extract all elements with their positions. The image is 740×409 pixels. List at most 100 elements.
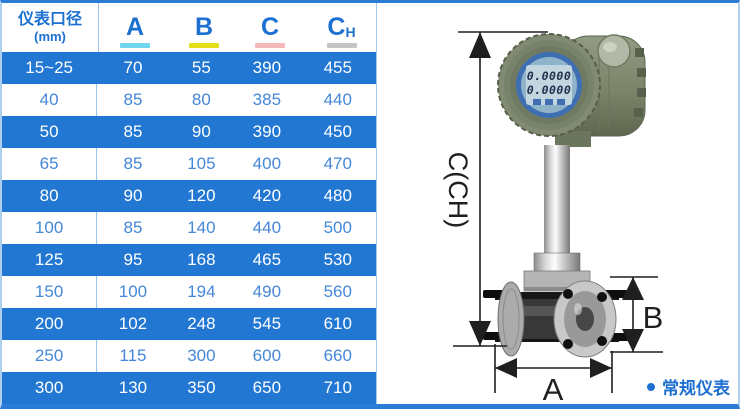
cell-value: 455	[323, 58, 352, 77]
stem	[523, 145, 591, 292]
cell-value: 168	[187, 250, 216, 269]
cell-value: 390	[252, 58, 282, 77]
column-underline	[120, 43, 150, 48]
table-row: 15~25 70 55 390 455	[2, 52, 376, 84]
left-flange	[497, 281, 525, 357]
cell-value: 90	[123, 186, 143, 205]
column-header-c: C	[237, 3, 303, 52]
cell-diameter: 300	[34, 378, 64, 397]
cell-value: 350	[187, 378, 216, 397]
flowmeter-diagram: 0.0000 0.0000	[443, 31, 664, 404]
table-row: 300 130 350 650 710	[2, 372, 376, 404]
table-header-row: 仪表口径 (mm) A B C CH	[2, 3, 376, 52]
flange-nut	[563, 339, 573, 349]
cell-diameter: 200	[34, 314, 64, 333]
caption: 常规仪表	[647, 374, 730, 399]
spec-table-rows: 15~25 70 55 390 455 40 85 80 385 440 50 85 90 390 450 6…	[2, 52, 376, 404]
cell-value: 400	[252, 154, 282, 173]
cell-diameter: 50	[39, 122, 59, 141]
cell-value: 660	[323, 346, 352, 365]
table-row: 250 115 300 600 660	[2, 340, 376, 372]
cell-diameter: 250	[2, 340, 98, 372]
table-row: 100 85 140 440 500	[2, 212, 376, 244]
meter-body	[483, 280, 629, 358]
cell-value: 85	[123, 218, 143, 237]
cell-diameter: 100	[2, 212, 98, 244]
arrow-down-icon	[622, 329, 644, 352]
spec-table: 仪表口径 (mm) A B C CH 15~25 70 55 390 455 40 85 80 385…	[2, 3, 377, 404]
cell-diameter: 80	[39, 186, 59, 205]
arrow-right-icon	[590, 358, 612, 378]
dim-label-b: B	[643, 300, 664, 335]
table-row: 125 95 168 465 530	[2, 244, 376, 276]
flowmeter-illustration: 0.0000 0.0000	[483, 33, 646, 358]
cell-value: 650	[252, 378, 282, 397]
caption-label: 常规仪表	[662, 379, 730, 398]
column-underline	[326, 43, 357, 48]
cell-value: 545	[252, 314, 282, 333]
cell-value: 85	[123, 90, 143, 109]
flange-nut	[563, 289, 573, 299]
cell-value: 420	[252, 186, 282, 205]
table-row: 50 85 90 390 450	[2, 116, 376, 148]
arrow-up-icon	[469, 32, 491, 58]
cell-value: 390	[252, 122, 282, 141]
cell-value: 470	[323, 154, 352, 173]
cell-value: 85	[123, 122, 143, 141]
cell-value: 85	[123, 154, 143, 173]
cell-value: 440	[252, 218, 282, 237]
cell-value: 465	[252, 250, 282, 269]
arrow-up-icon	[622, 277, 644, 300]
cell-value: 115	[119, 346, 147, 365]
cell-value: 610	[323, 314, 352, 333]
column-underline	[189, 43, 219, 48]
lcd-display: 0.0000 0.0000	[497, 33, 601, 137]
table-row: 80 90 120 420 480	[2, 180, 376, 212]
cell-value: 385	[252, 90, 282, 109]
dim-line-a	[494, 344, 613, 393]
cell-diameter: 150	[2, 276, 98, 308]
arrow-left-icon	[495, 358, 517, 378]
cell-value: 140	[187, 218, 216, 237]
cell-diameter: 40	[2, 84, 98, 116]
table-row: 200 102 248 545 610	[2, 308, 376, 340]
cell-value: 560	[323, 282, 352, 301]
dim-line-b	[610, 276, 663, 353]
column-header-label: CH	[327, 13, 356, 41]
cell-value: 530	[323, 250, 352, 269]
cell-value: 480	[323, 186, 352, 205]
cell-value: 102	[118, 314, 148, 333]
table-row: 65 85 105 400 470	[2, 148, 376, 180]
column-header-label: B	[194, 13, 214, 41]
cell-diameter: 15~25	[25, 58, 73, 77]
lcd-reading-line2: 0.0000	[527, 83, 572, 97]
cell-value: 70	[123, 58, 143, 77]
cell-value: 440	[323, 90, 352, 109]
cell-value: 105	[187, 154, 216, 173]
column-header-b: B	[171, 3, 237, 52]
cell-value: 500	[323, 218, 352, 237]
cell-value: 490	[252, 282, 282, 301]
cell-value: 130	[118, 378, 148, 397]
transmitter-head: 0.0000 0.0000	[497, 33, 646, 147]
column-underline	[255, 43, 285, 48]
column-header-a: A	[99, 3, 171, 52]
cell-value: 55	[191, 58, 211, 77]
table-row: 40 85 80 385 440	[2, 84, 376, 116]
column-header-diameter: 仪表口径 (mm)	[2, 3, 99, 52]
cell-diameter: 65	[2, 148, 98, 180]
column-header-label: A	[125, 13, 145, 41]
bullet-icon	[647, 382, 655, 391]
arrow-down-icon	[469, 321, 491, 346]
flange-nut	[597, 292, 607, 302]
column-headers: A B C CH	[99, 3, 380, 52]
column-header-ch: CH	[303, 3, 380, 52]
cell-value: 710	[323, 378, 352, 397]
cell-value: 120	[187, 186, 216, 205]
cell-value: 300	[187, 346, 216, 365]
flange-nut	[597, 336, 607, 346]
cell-value: 248	[187, 314, 216, 333]
cell-value: 80	[191, 90, 211, 109]
diameter-header-unit: (mm)	[34, 28, 66, 44]
